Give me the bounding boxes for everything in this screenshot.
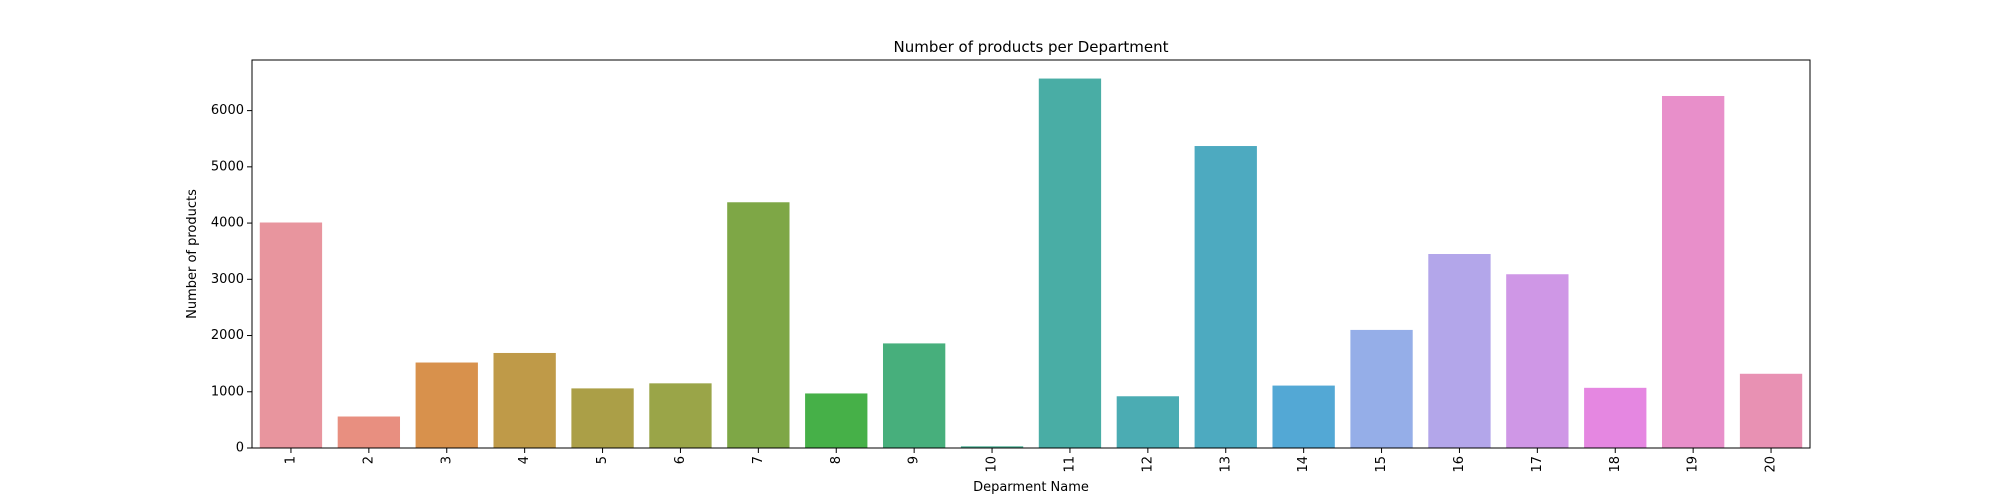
x-tick-label: 3 bbox=[439, 456, 454, 464]
bar-10 bbox=[960, 446, 1024, 448]
bar-11 bbox=[1038, 78, 1102, 448]
bar-16 bbox=[1428, 254, 1491, 448]
x-tick-label: 15 bbox=[1374, 456, 1389, 473]
bar-9 bbox=[882, 343, 946, 448]
x-tick-label: 4 bbox=[517, 456, 532, 464]
x-tick-label: 11 bbox=[1062, 456, 1077, 473]
x-tick-label: 20 bbox=[1764, 456, 1779, 473]
x-tick-label: 17 bbox=[1530, 456, 1545, 473]
bar-5 bbox=[571, 388, 634, 448]
bar-15 bbox=[1350, 329, 1413, 448]
x-tick-label: 1 bbox=[283, 456, 298, 464]
bars-group bbox=[259, 78, 1803, 448]
x-tick-label: 8 bbox=[829, 456, 844, 464]
bar-2 bbox=[337, 416, 401, 448]
y-tick-label: 6000 bbox=[211, 103, 244, 118]
y-tick-label: 3000 bbox=[211, 272, 244, 287]
x-tick-label: 19 bbox=[1686, 456, 1701, 473]
y-tick-label: 0 bbox=[236, 441, 244, 456]
bar-14 bbox=[1272, 385, 1335, 448]
x-tick-label: 12 bbox=[1140, 456, 1155, 473]
x-tick-label: 7 bbox=[751, 456, 766, 464]
y-tick-label: 2000 bbox=[211, 328, 244, 343]
bar-19 bbox=[1661, 95, 1725, 448]
bar-8 bbox=[805, 393, 868, 448]
x-axis: 1 2 3 4 5 6 7 8 9 10 11 12 13 14 15 16 17 18 19 20 bbox=[283, 448, 1779, 473]
plot-frame bbox=[251, 59, 1811, 449]
x-tick-label: 5 bbox=[595, 456, 610, 464]
x-tick-label: 18 bbox=[1608, 456, 1623, 473]
bar-12 bbox=[1116, 396, 1180, 448]
bar-1 bbox=[259, 222, 323, 448]
x-tick-label: 13 bbox=[1218, 456, 1233, 473]
x-tick-label: 14 bbox=[1296, 456, 1311, 473]
bar-4 bbox=[493, 352, 556, 448]
x-tick-label: 10 bbox=[985, 456, 1000, 473]
y-axis-label: Number of products bbox=[185, 189, 200, 319]
bar-13 bbox=[1194, 146, 1257, 448]
y-tick-label: 1000 bbox=[211, 384, 244, 399]
x-tick-label: 2 bbox=[361, 456, 376, 464]
y-tick-label: 4000 bbox=[211, 216, 244, 231]
x-tick-label: 6 bbox=[673, 456, 688, 464]
y-axis: 0 1000 2000 3000 4000 5000 6000 bbox=[211, 103, 252, 456]
chart-title: Number of products per Department bbox=[894, 38, 1169, 56]
bar-17 bbox=[1506, 274, 1569, 448]
bar-7 bbox=[727, 202, 790, 448]
y-tick-label: 5000 bbox=[211, 159, 244, 174]
bar-20 bbox=[1739, 373, 1803, 448]
x-axis-label: Deparment Name bbox=[973, 480, 1089, 495]
bar-18 bbox=[1584, 387, 1647, 448]
bar-3 bbox=[415, 362, 478, 448]
x-tick-label: 9 bbox=[907, 456, 922, 464]
bar-6 bbox=[649, 383, 712, 448]
x-tick-label: 16 bbox=[1452, 456, 1467, 473]
